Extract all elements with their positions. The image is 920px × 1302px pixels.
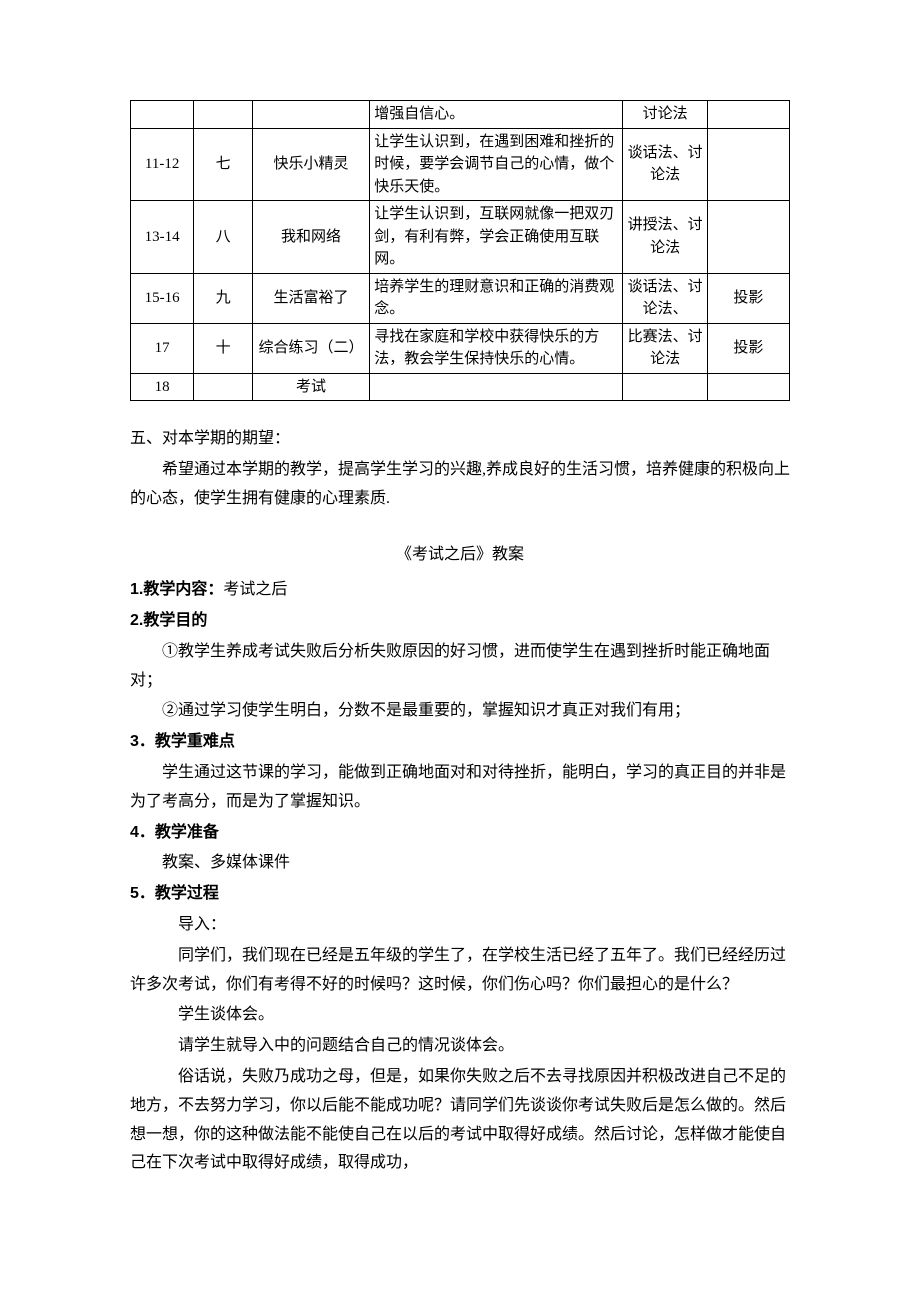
cell-media — [707, 128, 789, 201]
cell-week — [131, 101, 194, 129]
cell-media — [707, 101, 789, 129]
lesson-s3-label: 3．教学重难点 — [130, 728, 790, 757]
section-5-body: 希望通过本学期的教学，提高学生学习的兴趣,养成良好的生活习惯，培养健康的积极向上… — [130, 456, 790, 514]
cell-unit: 十 — [194, 323, 253, 373]
table-row: 17十综合练习（二）寻找在家庭和学校中获得快乐的方法，教会学生保持快乐的心情。比… — [131, 323, 790, 373]
cell-unit: 八 — [194, 201, 253, 274]
cell-week: 18 — [131, 373, 194, 401]
table-row: 增强自信心。讨论法 — [131, 101, 790, 129]
cell-goal: 寻找在家庭和学校中获得快乐的方法，教会学生保持快乐的心情。 — [370, 323, 623, 373]
lesson-s5-label: 5．教学过程 — [130, 880, 790, 909]
lesson-s5-p2: 同学们，我们现在已经是五年级的学生了，在学校生活已经了五年了。我们已经经历过许多… — [130, 942, 790, 1000]
cell-goal — [370, 373, 623, 401]
section-5-heading: 五、对本学期的期望： — [130, 425, 790, 454]
lesson-title: 《考试之后》教案 — [130, 541, 790, 570]
cell-unit: 七 — [194, 128, 253, 201]
cell-method: 谈话法、讨论法 — [623, 128, 707, 201]
lesson-s5-p4: 请学生就导入中的问题结合自己的情况谈体会。 — [130, 1032, 790, 1061]
cell-method: 讲授法、讨论法 — [623, 201, 707, 274]
lesson-s1-label: 1.教学内容： — [130, 581, 223, 598]
cell-media — [707, 373, 789, 401]
lesson-s5-p3: 学生谈体会。 — [130, 1001, 790, 1030]
cell-topic: 生活富裕了 — [252, 273, 369, 323]
cell-media: 投影 — [707, 323, 789, 373]
cell-method: 谈话法、讨论法、 — [623, 273, 707, 323]
lesson-s4-body: 教案、多媒体课件 — [130, 849, 790, 878]
lesson-s5-p5: 俗话说，失败乃成功之母，但是，如果你失败之后不去寻找原因并积极改进自己不足的地方… — [130, 1063, 790, 1178]
lesson-s2-p1: ①教学生养成考试失败后分析失败原因的好习惯，进而使学生在遇到挫折时能正确地面对； — [130, 638, 790, 696]
cell-goal: 让学生认识到，在遇到困难和挫折的时候，要学会调节自己的心情，做个快乐天使。 — [370, 128, 623, 201]
schedule-table: 增强自信心。讨论法11-12七快乐小精灵让学生认识到，在遇到困难和挫折的时候，要… — [130, 100, 790, 401]
lesson-s4-label: 4．教学准备 — [130, 819, 790, 848]
cell-week: 11-12 — [131, 128, 194, 201]
cell-media: 投影 — [707, 273, 789, 323]
lesson-s1: 1.教学内容：考试之后 — [130, 576, 790, 605]
cell-method: 讨论法 — [623, 101, 707, 129]
table-row: 11-12七快乐小精灵让学生认识到，在遇到困难和挫折的时候，要学会调节自己的心情… — [131, 128, 790, 201]
cell-topic: 综合练习（二） — [252, 323, 369, 373]
cell-topic: 考试 — [252, 373, 369, 401]
cell-goal: 培养学生的理财意识和正确的消费观念。 — [370, 273, 623, 323]
cell-unit — [194, 101, 253, 129]
table-row: 18 考试 — [131, 373, 790, 401]
table-row: 15-16九生活富裕了培养学生的理财意识和正确的消费观念。谈话法、讨论法、投影 — [131, 273, 790, 323]
cell-topic — [252, 101, 369, 129]
cell-topic: 快乐小精灵 — [252, 128, 369, 201]
lesson-s2-label: 2.教学目的 — [130, 607, 790, 636]
cell-method — [623, 373, 707, 401]
cell-week: 13-14 — [131, 201, 194, 274]
cell-goal: 让学生认识到，互联网就像一把双刃剑，有利有弊，学会正确使用互联网。 — [370, 201, 623, 274]
cell-week: 15-16 — [131, 273, 194, 323]
cell-week: 17 — [131, 323, 194, 373]
lesson-s2-p2: ②通过学习使学生明白，分数不是最重要的，掌握知识才真正对我们有用； — [130, 697, 790, 726]
lesson-s1-value: 考试之后 — [223, 581, 287, 598]
cell-goal: 增强自信心。 — [370, 101, 623, 129]
cell-unit — [194, 373, 253, 401]
lesson-s3-body: 学生通过这节课的学习，能做到正确地面对和对待挫折，能明白，学习的真正目的并非是为… — [130, 759, 790, 817]
lesson-s5-p1: 导入： — [130, 911, 790, 940]
table-row: 13-14八我和网络让学生认识到，互联网就像一把双刃剑，有利有弊，学会正确使用互… — [131, 201, 790, 274]
cell-topic: 我和网络 — [252, 201, 369, 274]
cell-media — [707, 201, 789, 274]
cell-method: 比赛法、讨论法 — [623, 323, 707, 373]
cell-unit: 九 — [194, 273, 253, 323]
